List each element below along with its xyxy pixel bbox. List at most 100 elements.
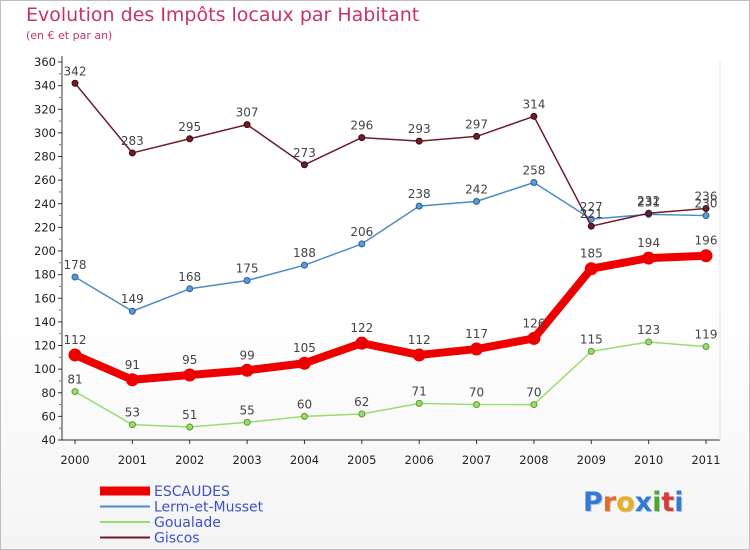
data-labels-layer: 178 149 168 175 188 206 238 242 258 227 231 230 81 53…: [64, 64, 718, 422]
data-label-goualade: 71: [412, 384, 427, 398]
y-tick-label: 360: [34, 55, 56, 69]
proxiti-logo: Proxiti: [583, 487, 684, 518]
data-label-lerm-et-musset: 227: [580, 200, 603, 214]
data-label-goualade: 51: [182, 408, 197, 422]
x-tick-label: 2005: [347, 453, 376, 467]
data-label-lerm-et-musset: 168: [178, 270, 201, 284]
data-label-giscos: 297: [465, 117, 488, 131]
x-tick-label: 2004: [290, 453, 319, 467]
data-label-goualade: 119: [695, 328, 718, 342]
x-tick-label: 2010: [634, 453, 663, 467]
point-goualade: [530, 401, 538, 409]
logo-letter: t: [661, 487, 675, 518]
point-lerm-et-musset: [473, 197, 481, 205]
y-tick-label: 220: [34, 220, 56, 234]
point-lerm-et-musset: [71, 273, 79, 281]
x-tick-label: 2002: [175, 453, 204, 467]
point-escaudes: [68, 348, 82, 362]
y-tick-label: 120: [34, 339, 56, 353]
x-tick-label: 2009: [577, 453, 606, 467]
x-tick-label: 2011: [691, 453, 720, 467]
data-label-giscos: 221: [580, 207, 603, 221]
chart-subtitle: (en € et par an): [26, 29, 113, 42]
point-giscos: [128, 149, 136, 157]
point-lerm-et-musset: [243, 277, 251, 285]
data-label-escaudes: 91: [125, 358, 140, 372]
point-goualade: [645, 338, 653, 346]
data-label-escaudes: 105: [293, 341, 316, 355]
point-giscos: [243, 121, 251, 129]
point-giscos: [587, 222, 595, 230]
data-label-giscos: 296: [350, 119, 373, 133]
y-tick-label: 140: [34, 315, 56, 329]
y-tick-label: 60: [41, 409, 56, 423]
y-tick-label: 300: [34, 126, 56, 140]
point-lerm-et-musset: [530, 178, 538, 186]
point-escaudes: [183, 368, 197, 382]
point-escaudes: [584, 262, 598, 276]
y-tick-label: 180: [34, 268, 56, 282]
logo-letter: P: [583, 487, 603, 518]
point-giscos: [186, 135, 194, 143]
data-label-lerm-et-musset: 231: [637, 195, 660, 209]
legend-label-goualade: Goualade: [154, 515, 221, 531]
data-label-escaudes: 117: [465, 327, 488, 341]
legend-label-lerm-et-musset: Lerm-et-Musset: [154, 500, 264, 516]
data-label-giscos: 236: [695, 189, 718, 203]
logo-letter: r: [602, 487, 617, 518]
x-tick-label: 2001: [118, 453, 147, 467]
y-tick-label: 260: [34, 173, 56, 187]
point-goualade: [415, 399, 423, 407]
series-line-escaudes: [71, 251, 710, 384]
data-label-giscos: 307: [236, 106, 259, 120]
data-label-goualade: 60: [297, 397, 312, 411]
point-escaudes: [470, 342, 484, 356]
point-escaudes: [412, 348, 426, 362]
point-giscos: [300, 161, 308, 169]
data-label-escaudes: 194: [637, 236, 660, 250]
y-tick-label: 80: [41, 386, 56, 400]
data-label-escaudes: 196: [695, 234, 718, 248]
point-goualade: [128, 421, 136, 429]
data-label-giscos: 283: [121, 134, 144, 148]
series-line-goualade: [74, 341, 707, 428]
data-label-escaudes: 126: [522, 316, 545, 330]
point-goualade: [243, 418, 251, 426]
point-lerm-et-musset: [300, 261, 308, 269]
y-tick-label: 200: [34, 244, 56, 258]
data-label-giscos: 293: [408, 122, 431, 136]
data-label-giscos: 232: [637, 194, 660, 208]
point-goualade: [587, 347, 595, 355]
data-label-giscos: 273: [293, 146, 316, 160]
y-tick-label: 240: [34, 197, 56, 211]
data-label-lerm-et-musset: 175: [236, 262, 259, 276]
point-escaudes: [297, 356, 311, 370]
point-lerm-et-musset: [702, 212, 710, 220]
axes: 40 60 80 100 120 140 160 180 200 220 240 260 280 300 3…: [34, 55, 721, 467]
data-label-lerm-et-musset: 238: [408, 187, 431, 201]
data-label-lerm-et-musset: 242: [465, 182, 488, 196]
y-tick-label: 280: [34, 150, 56, 164]
point-goualade: [473, 401, 481, 409]
y-tick-label: 160: [34, 291, 56, 305]
data-label-lerm-et-musset: 206: [350, 225, 373, 239]
data-label-lerm-et-musset: 188: [293, 246, 316, 260]
logo-letter: i: [652, 487, 662, 518]
x-tick-label: 2000: [60, 453, 89, 467]
point-giscos: [415, 137, 423, 145]
data-label-goualade: 55: [239, 403, 254, 417]
data-label-lerm-et-musset: 258: [522, 163, 545, 177]
point-escaudes: [699, 249, 713, 263]
series-line-giscos: [74, 82, 707, 227]
data-label-lerm-et-musset: 230: [695, 197, 718, 211]
legend-label-escaudes: ESCAUDES: [154, 484, 230, 500]
data-label-goualade: 70: [526, 386, 541, 400]
point-goualade: [702, 343, 710, 351]
point-escaudes: [240, 363, 254, 377]
y-tick-label: 340: [34, 79, 56, 93]
x-tick-label: 2006: [405, 453, 434, 467]
legend-label-giscos: Giscos: [154, 531, 200, 547]
